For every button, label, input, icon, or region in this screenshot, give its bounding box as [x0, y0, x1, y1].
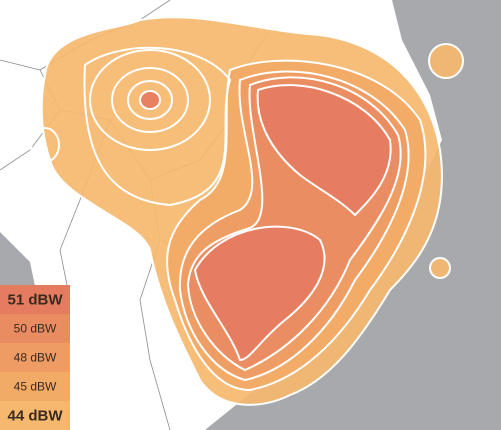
- legend-swatch: [0, 401, 70, 430]
- legend-swatch: [0, 285, 70, 314]
- contour-line: [111, 67, 189, 133]
- contour-51: [193, 225, 326, 362]
- contour-line: [89, 49, 211, 151]
- legend-label: 48 dBW: [14, 351, 57, 365]
- legend-swatch: [0, 343, 70, 372]
- legend: 51 dBW 50 dBW 48 dBW 45 dBW 44 dBW: [0, 285, 70, 430]
- legend-swatch: [0, 314, 70, 343]
- contour-line: [30, 127, 60, 163]
- legend-swatch: [0, 372, 70, 401]
- contour-51: [139, 90, 161, 110]
- legend-label: 50 dBW: [14, 322, 57, 336]
- legend-label: 51 dBW: [7, 291, 63, 308]
- contour-line: [127, 80, 173, 120]
- legend-label: 44 dBW: [7, 407, 63, 424]
- contour-51: [256, 84, 392, 217]
- legend-label: 45 dBW: [14, 380, 57, 394]
- contour-line: [83, 46, 232, 207]
- contour-44: [429, 257, 451, 279]
- contour-44: [428, 43, 464, 79]
- footprint: [30, 16, 464, 406]
